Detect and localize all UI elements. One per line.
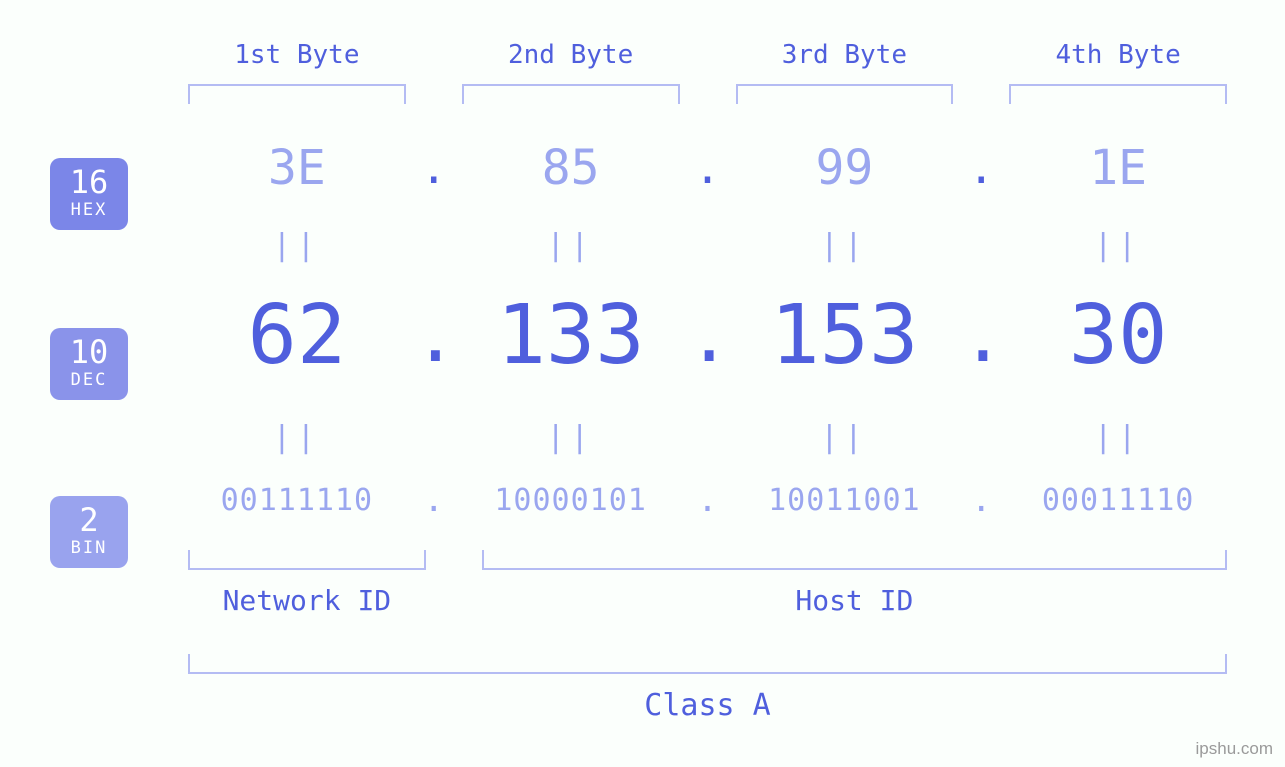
dec-row: 62 . 133 . 153 . 30	[180, 288, 1235, 383]
hex-byte-2: 85	[454, 140, 688, 196]
bin-byte-1: 00111110	[180, 483, 414, 518]
eq-1-1: ||	[180, 228, 414, 263]
hex-dot-1: .	[414, 143, 454, 194]
network-id-col: Network ID	[180, 550, 434, 617]
bracket-top-3	[736, 84, 954, 104]
bracket-class	[188, 654, 1227, 674]
eq-1-2: ||	[454, 228, 688, 263]
bracket-top-2	[462, 84, 680, 104]
dec-dot-3: .	[961, 294, 1001, 378]
dec-byte-1: 62	[180, 288, 414, 383]
bin-byte-4: 00011110	[1001, 483, 1235, 518]
watermark: ipshu.com	[1196, 739, 1273, 759]
badge-dec-num: 10	[50, 336, 128, 368]
dec-dot-2: .	[688, 294, 728, 378]
network-id-label: Network ID	[180, 584, 434, 617]
eq-2-2: ||	[454, 420, 688, 455]
byte-label-1: 1st Byte	[180, 40, 414, 70]
bracket-top-1	[188, 84, 406, 104]
eq-row-1: || || || ||	[180, 228, 1235, 263]
bin-row: 00111110 . 10000101 . 10011001 . 0001111…	[180, 480, 1235, 520]
badge-bin: 2 BIN	[50, 496, 128, 568]
eq-row-2: || || || ||	[180, 420, 1235, 455]
badge-dec-abbr: DEC	[50, 370, 128, 390]
class-row: Class A	[180, 654, 1235, 723]
host-id-col: Host ID	[474, 550, 1235, 617]
badge-hex-num: 16	[50, 166, 128, 198]
bin-dot-2: .	[688, 480, 728, 520]
bracket-network	[188, 550, 426, 570]
hex-dot-2: .	[688, 143, 728, 194]
eq-1-3: ||	[728, 228, 962, 263]
byte-label-3: 3rd Byte	[728, 40, 962, 70]
hex-byte-4: 1E	[1001, 140, 1235, 196]
eq-2-4: ||	[1001, 420, 1235, 455]
bin-dot-3: .	[961, 480, 1001, 520]
hex-row: 3E . 85 . 99 . 1E	[180, 140, 1235, 196]
byte-label-row: 1st Byte 2nd Byte 3rd Byte 4th Byte	[180, 40, 1235, 70]
bin-byte-3: 10011001	[728, 483, 962, 518]
eq-2-3: ||	[728, 420, 962, 455]
hex-dot-3: .	[961, 143, 1001, 194]
bracket-top-4	[1009, 84, 1227, 104]
badge-hex: 16 HEX	[50, 158, 128, 230]
hex-byte-3: 99	[728, 140, 962, 196]
badge-bin-num: 2	[50, 504, 128, 536]
eq-2-1: ||	[180, 420, 414, 455]
badge-dec: 10 DEC	[50, 328, 128, 400]
dec-byte-2: 133	[454, 288, 688, 383]
net-host-row: Network ID Host ID	[180, 550, 1235, 617]
bin-byte-2: 10000101	[454, 483, 688, 518]
byte-label-4: 4th Byte	[1001, 40, 1235, 70]
host-id-label: Host ID	[474, 584, 1235, 617]
class-label: Class A	[180, 688, 1235, 723]
dec-byte-3: 153	[728, 288, 962, 383]
dec-byte-4: 30	[1001, 288, 1235, 383]
top-bracket-row	[180, 84, 1235, 104]
badge-bin-abbr: BIN	[50, 538, 128, 558]
bracket-host	[482, 550, 1227, 570]
byte-label-2: 2nd Byte	[454, 40, 688, 70]
hex-byte-1: 3E	[180, 140, 414, 196]
dec-dot-1: .	[414, 294, 454, 378]
bin-dot-1: .	[414, 480, 454, 520]
badge-hex-abbr: HEX	[50, 200, 128, 220]
eq-1-4: ||	[1001, 228, 1235, 263]
